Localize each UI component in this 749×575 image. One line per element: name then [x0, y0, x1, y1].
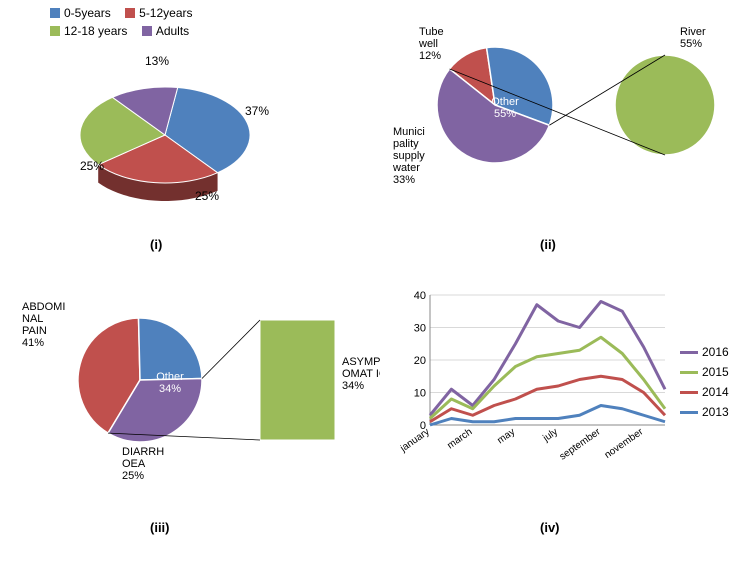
legend-line — [680, 411, 698, 414]
legend-line — [680, 351, 698, 354]
svg-text:Tubewell12%: Tubewell12% — [418, 26, 444, 62]
legend-swatch — [50, 26, 60, 36]
panel-iv: 010203040januarymarchmayjulyseptembernov… — [400, 285, 740, 520]
svg-text:ABDOMINALPAIN41%: ABDOMINALPAIN41% — [22, 301, 65, 349]
legend-iv: 2016 2015 2014 2013 — [680, 345, 739, 425]
svg-text:Other34%: Other34% — [156, 371, 184, 395]
legend-label: Adults — [156, 24, 189, 38]
svg-text:november: november — [603, 426, 646, 461]
legend-item: 0-5years — [50, 6, 111, 20]
bar-of-pie-chart-iii: ABDOMINALPAIN41% DIARRHOEA25% Other34% ASYM… — [10, 280, 380, 500]
legend-label: 2014 — [702, 385, 729, 399]
svg-text:25%: 25% — [80, 159, 104, 173]
legend-item: 5-12years — [125, 6, 192, 20]
legend-swatch — [142, 26, 152, 36]
svg-text:13%: 13% — [145, 54, 169, 68]
caption-ii: (ii) — [540, 237, 556, 252]
svg-text:july: july — [540, 426, 559, 444]
svg-text:Municipalitysupplywater33%: Municipalitysupplywater33% — [392, 126, 425, 186]
svg-text:25%: 25% — [195, 189, 219, 203]
svg-text:River55%: River55% — [680, 26, 706, 50]
panel-i: 0-5years 5-12years 12-18 years Adults 37… — [10, 5, 370, 230]
legend-label: 0-5years — [64, 6, 111, 20]
legend-label: 2016 — [702, 345, 729, 359]
legend-item: 2013 — [680, 405, 729, 419]
legend-swatch — [125, 8, 135, 18]
svg-text:10: 10 — [414, 388, 426, 400]
legend-line — [680, 371, 698, 374]
legend-i: 0-5years 5-12years 12-18 years Adults — [50, 5, 370, 41]
svg-text:37%: 37% — [245, 104, 269, 118]
pie-chart-i: 37% 25% 25% 13% — [25, 40, 305, 210]
pie-of-pie-chart-ii: Tubewell12% Municipalitysupplywater33% Oth… — [375, 5, 745, 215]
svg-text:30: 30 — [414, 323, 426, 335]
caption-iv: (iv) — [540, 520, 560, 535]
svg-text:may: may — [495, 426, 517, 446]
legend-swatch — [50, 8, 60, 18]
svg-text:40: 40 — [414, 290, 426, 302]
svg-text:march: march — [445, 426, 474, 451]
legend-item: 12-18 years — [50, 24, 127, 38]
line-chart-iv: 010203040januarymarchmayjulyseptembernov… — [400, 285, 670, 485]
legend-label: 2015 — [702, 365, 729, 379]
svg-text:Other55%: Other55% — [491, 96, 519, 120]
svg-text:january: january — [400, 426, 432, 454]
legend-item: 2015 — [680, 365, 729, 379]
caption-i: (i) — [150, 237, 162, 252]
legend-item: 2014 — [680, 385, 729, 399]
svg-text:ASYMPTOMAT IC34%: ASYMPTOMAT IC34% — [342, 356, 380, 392]
svg-text:DIARRHOEA25%: DIARRHOEA25% — [122, 446, 164, 482]
legend-label: 2013 — [702, 405, 729, 419]
legend-item: 2016 — [680, 345, 729, 359]
legend-label: 5-12years — [139, 6, 192, 20]
svg-text:20: 20 — [414, 355, 426, 367]
caption-iii: (iii) — [150, 520, 170, 535]
legend-line — [680, 391, 698, 394]
panel-iii: ABDOMINALPAIN41% DIARRHOEA25% Other34% ASYM… — [10, 280, 380, 515]
panel-ii: Tubewell12% Municipalitysupplywater33% Oth… — [375, 5, 745, 230]
svg-text:september: september — [558, 426, 604, 462]
legend-label: 12-18 years — [64, 24, 127, 38]
legend-item: Adults — [142, 24, 189, 38]
